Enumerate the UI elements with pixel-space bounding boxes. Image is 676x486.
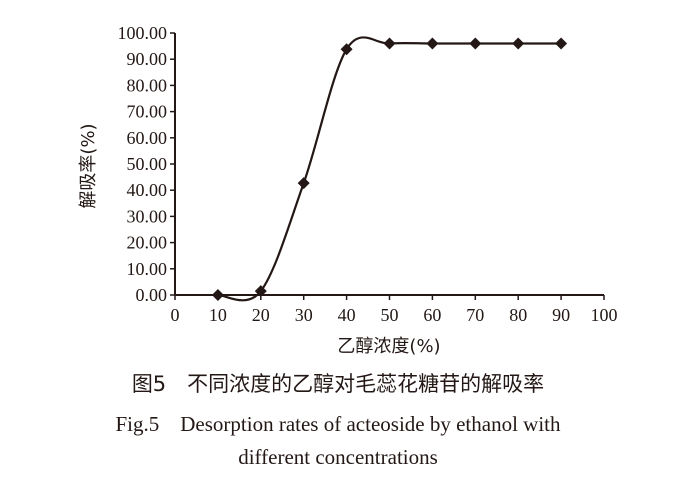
- y-axis-label: 解吸率(%): [78, 123, 99, 208]
- svg-text:40: 40: [338, 305, 356, 325]
- diamond-marker: [297, 177, 310, 190]
- svg-text:80.00: 80.00: [127, 75, 168, 95]
- svg-text:10: 10: [209, 305, 227, 325]
- figure-caption-english-line2: different concentrations: [238, 445, 438, 469]
- svg-text:100.00: 100.00: [118, 23, 168, 43]
- svg-text:50.00: 50.00: [127, 154, 168, 174]
- svg-text:30.00: 30.00: [127, 206, 168, 226]
- svg-text:10.00: 10.00: [127, 259, 168, 279]
- svg-text:70.00: 70.00: [127, 102, 168, 122]
- diamond-marker: [426, 37, 439, 50]
- diamond-marker: [254, 285, 267, 298]
- svg-text:20.00: 20.00: [127, 233, 168, 253]
- svg-text:80: 80: [509, 305, 527, 325]
- y-axis-ticks: 0.00 10.00 20.00 30.00 40.00 50.00 60.00 70.00 8…: [118, 23, 175, 305]
- svg-text:90.00: 90.00: [127, 49, 168, 69]
- figure-caption-english-line1: Fig.5 Desorption rates of acteoside by e…: [115, 412, 561, 436]
- svg-text:70: 70: [466, 305, 484, 325]
- svg-text:0.00: 0.00: [136, 285, 168, 305]
- svg-text:100: 100: [591, 305, 618, 325]
- svg-text:50: 50: [381, 305, 399, 325]
- axes: [174, 33, 604, 296]
- x-axis-label: 乙醇浓度(%): [337, 336, 440, 357]
- x-axis-ticks: 0 10 20 30 40 50 60 70 80 90 100: [171, 295, 618, 325]
- svg-text:60: 60: [423, 305, 441, 325]
- figure-caption-chinese: 图5 不同浓度的乙醇对毛蕊花糖苷的解吸率: [131, 372, 545, 396]
- svg-text:60.00: 60.00: [127, 128, 168, 148]
- diamond-marker: [512, 37, 525, 50]
- data-markers: [211, 37, 568, 301]
- diamond-marker: [469, 37, 482, 50]
- svg-text:40.00: 40.00: [127, 180, 168, 200]
- diamond-marker: [211, 289, 224, 301]
- diamond-marker: [555, 37, 568, 50]
- svg-text:0: 0: [171, 305, 180, 325]
- svg-text:20: 20: [252, 305, 270, 325]
- line-chart: 0.00 10.00 20.00 30.00 40.00 50.00 60.00 70.00 8…: [78, 23, 618, 357]
- diamond-marker: [383, 37, 396, 50]
- diamond-marker: [340, 43, 353, 56]
- svg-text:30: 30: [295, 305, 313, 325]
- svg-text:90: 90: [552, 305, 570, 325]
- data-line: [217, 36, 562, 302]
